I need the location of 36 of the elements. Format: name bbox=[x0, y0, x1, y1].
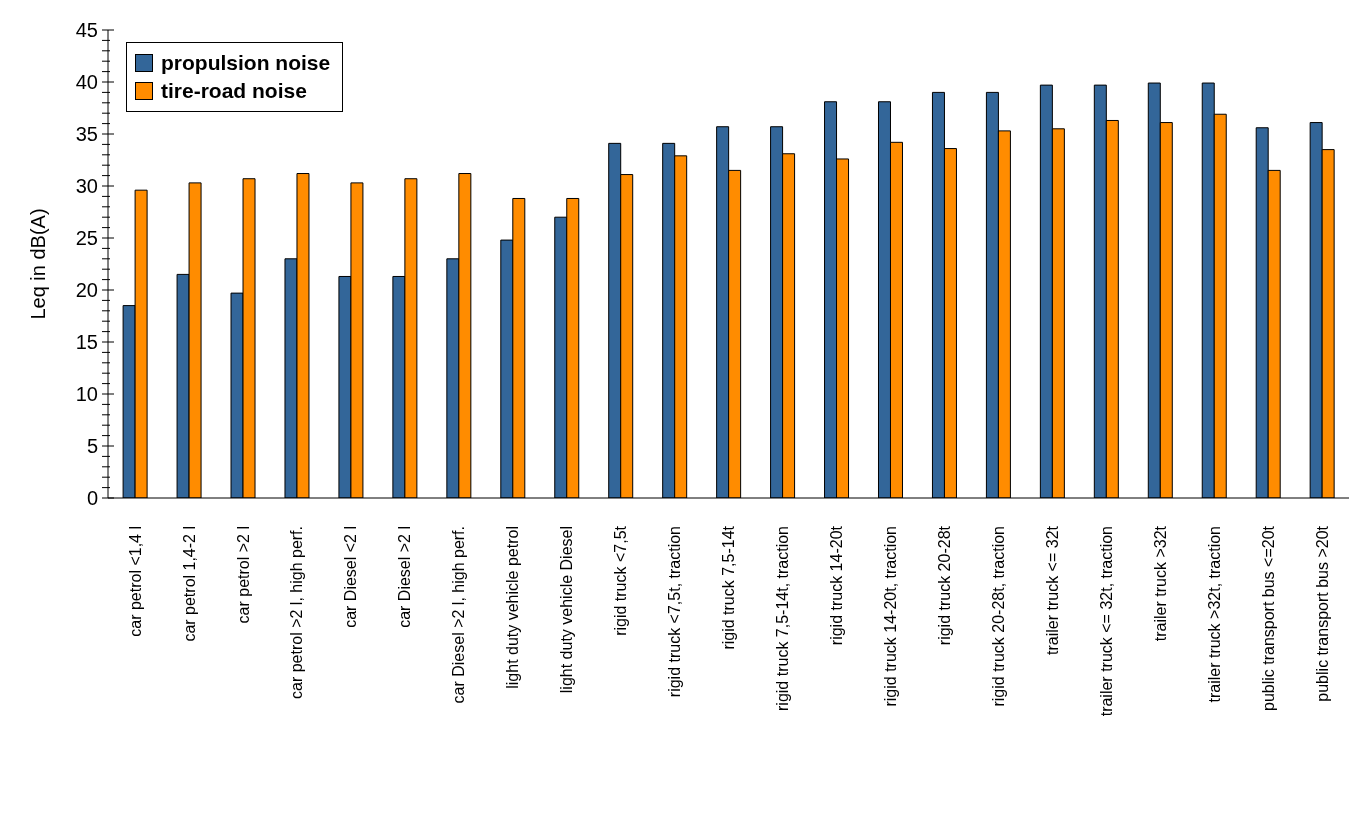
x-tick-label: car petrol <1,4 l bbox=[126, 526, 144, 637]
x-tick-label: car petrol >2 l, high perf. bbox=[288, 526, 306, 699]
x-tick-label: light duty vehicle Diesel bbox=[558, 526, 576, 694]
x-tick-label: trailer truck <= 32t bbox=[1043, 525, 1061, 655]
x-tick-label: car petrol 1,4-2 l bbox=[180, 526, 198, 642]
x-tick-label: rigid truck 14-20t bbox=[828, 525, 846, 646]
y-tick-label: 25 bbox=[75, 227, 98, 249]
y-tick-label: 40 bbox=[75, 71, 98, 93]
legend-label: tire-road noise bbox=[161, 79, 307, 103]
x-tick-label: light duty vehicle petrol bbox=[504, 526, 522, 689]
x-tick-label: trailer truck <= 32t, traction bbox=[1097, 526, 1115, 717]
y-tick-label: 45 bbox=[75, 19, 98, 41]
y-tick-label: 30 bbox=[75, 175, 98, 197]
x-tick-label: rigid truck 7,5-14t bbox=[720, 525, 738, 650]
x-tick-label: public transport bus <=20t bbox=[1259, 525, 1277, 712]
x-tick-label: rigid truck 20-28t, traction bbox=[989, 526, 1007, 707]
x-tick-label: public transport bus >20t bbox=[1313, 525, 1331, 702]
x-tick-label: car petrol >2 l bbox=[234, 526, 252, 624]
y-tick-label: 35 bbox=[75, 123, 98, 145]
y-tick-label: 15 bbox=[75, 331, 98, 353]
x-tick-label: car Diesel >2 l, high perf. bbox=[450, 526, 468, 704]
x-tick-label: rigid truck 7,5-14t, traction bbox=[774, 526, 792, 711]
y-tick-label: 0 bbox=[86, 487, 98, 509]
x-tick-label: car Diesel >2 l bbox=[396, 526, 414, 628]
y-tick-label: 10 bbox=[75, 383, 98, 405]
x-tick-label: rigid truck <7,5t bbox=[612, 525, 630, 636]
x-tick-label: car Diesel <2 l bbox=[342, 526, 360, 628]
x-tick-label: rigid truck 20-28t bbox=[935, 525, 953, 646]
x-tick-label: rigid truck <7,5t, traction bbox=[666, 526, 684, 698]
x-tick-label: trailer truck >32t, traction bbox=[1205, 526, 1223, 703]
y-axis-title: Leq in dB(A) bbox=[27, 208, 50, 320]
x-tick-label: trailer truck >32t bbox=[1151, 525, 1169, 642]
y-tick-label: 5 bbox=[86, 435, 98, 457]
y-tick-label: 20 bbox=[75, 279, 98, 301]
legend-label: propulsion noise bbox=[161, 51, 331, 75]
x-tick-label: rigid truck 14-20t, traction bbox=[881, 526, 899, 707]
